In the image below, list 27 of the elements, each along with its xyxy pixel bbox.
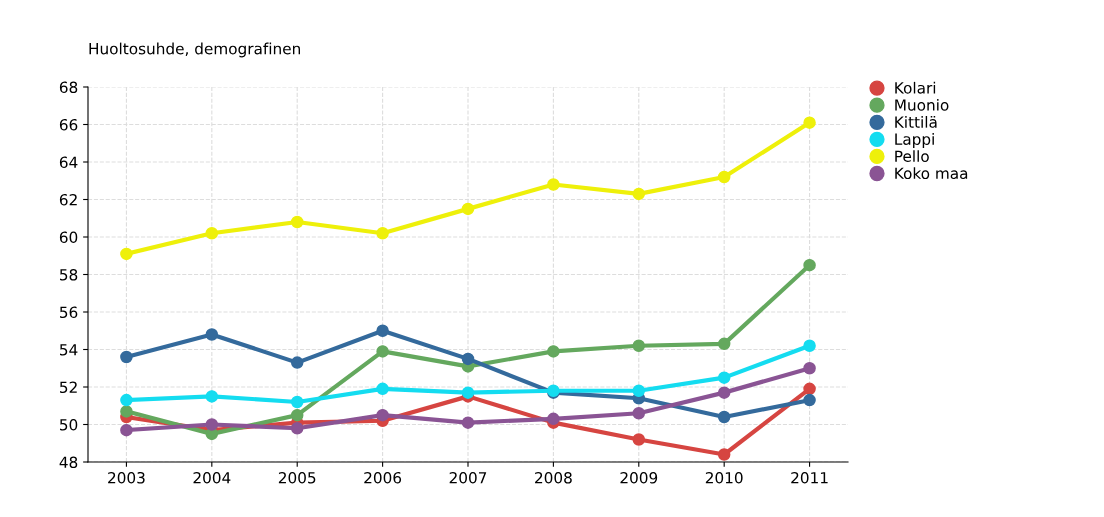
- x-tick-label: 2004: [193, 471, 231, 484]
- legend-label: Koko maa: [895, 167, 968, 180]
- x-tick-label: 2005: [278, 471, 316, 484]
- y-tick-label: 68: [59, 81, 78, 94]
- x-tick-label: 2008: [535, 471, 572, 484]
- y-tick-label: 64: [59, 156, 78, 169]
- legend-label: Lappi: [895, 133, 934, 148]
- legend-label: Muonio: [895, 98, 949, 111]
- y-tick-label: 62: [59, 193, 77, 206]
- x-tick-label: 2006: [364, 471, 402, 484]
- y-tick-label: 66: [59, 118, 78, 131]
- legend-label: Pello: [895, 150, 929, 162]
- y-tick-label: 60: [59, 231, 78, 244]
- y-tick-label: 56: [60, 306, 78, 319]
- y-tick-label: 48: [59, 456, 78, 469]
- y-tick-label: 50: [60, 418, 78, 431]
- chart-title: Huoltosuhde, demografinen: [89, 42, 300, 58]
- x-tick-label: 2007: [449, 471, 487, 484]
- x-tick-label: 2009: [620, 471, 658, 484]
- y-tick-label: 58: [60, 268, 78, 281]
- legend-label: Kittilä: [895, 116, 937, 128]
- x-tick-label: 2010: [705, 471, 743, 484]
- y-tick-label: 54: [60, 344, 78, 356]
- legend-label: Kolari: [895, 81, 936, 94]
- x-tick-label: 2011: [791, 471, 828, 484]
- x-tick-label: 2003: [108, 471, 145, 484]
- y-tick-label: 52: [60, 381, 77, 394]
